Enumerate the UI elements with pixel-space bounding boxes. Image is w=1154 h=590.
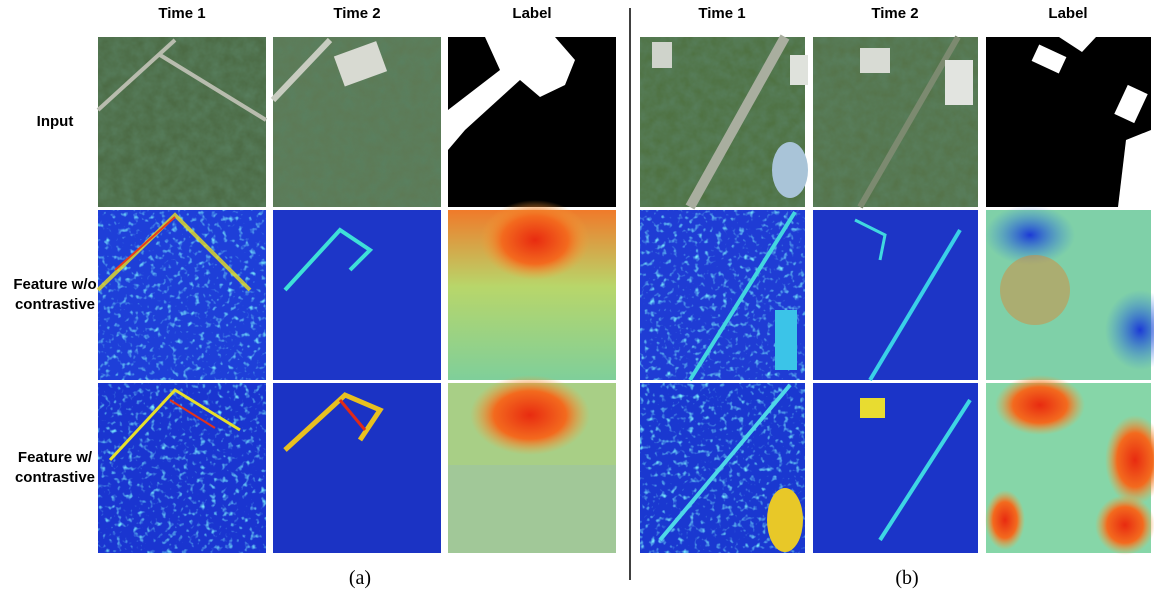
- column-header: Time 1: [158, 5, 205, 22]
- row-labels: Input Feature w/o contrastive Feature w/…: [13, 113, 96, 486]
- input-images: [98, 37, 1151, 207]
- column-header: Time 2: [333, 5, 380, 22]
- row-label: contrastive: [15, 296, 95, 313]
- column-header: Time 2: [871, 5, 918, 22]
- row-label: Input: [37, 113, 74, 130]
- caption: (a): [349, 567, 371, 589]
- row-label: Feature w/: [18, 449, 93, 466]
- headers: Time 1 Time 2 Label Time 1 Time 2 Label: [158, 5, 1087, 22]
- figure: Time 1 Time 2 Label Time 1 Time 2 Label …: [0, 0, 1154, 590]
- column-header: Label: [512, 5, 551, 22]
- caption: (b): [895, 567, 918, 589]
- feature-maps: [98, 200, 1154, 555]
- row-label: Feature w/o: [13, 276, 96, 293]
- column-header: Time 1: [698, 5, 745, 22]
- row-label: contrastive: [15, 469, 95, 486]
- column-header: Label: [1048, 5, 1087, 22]
